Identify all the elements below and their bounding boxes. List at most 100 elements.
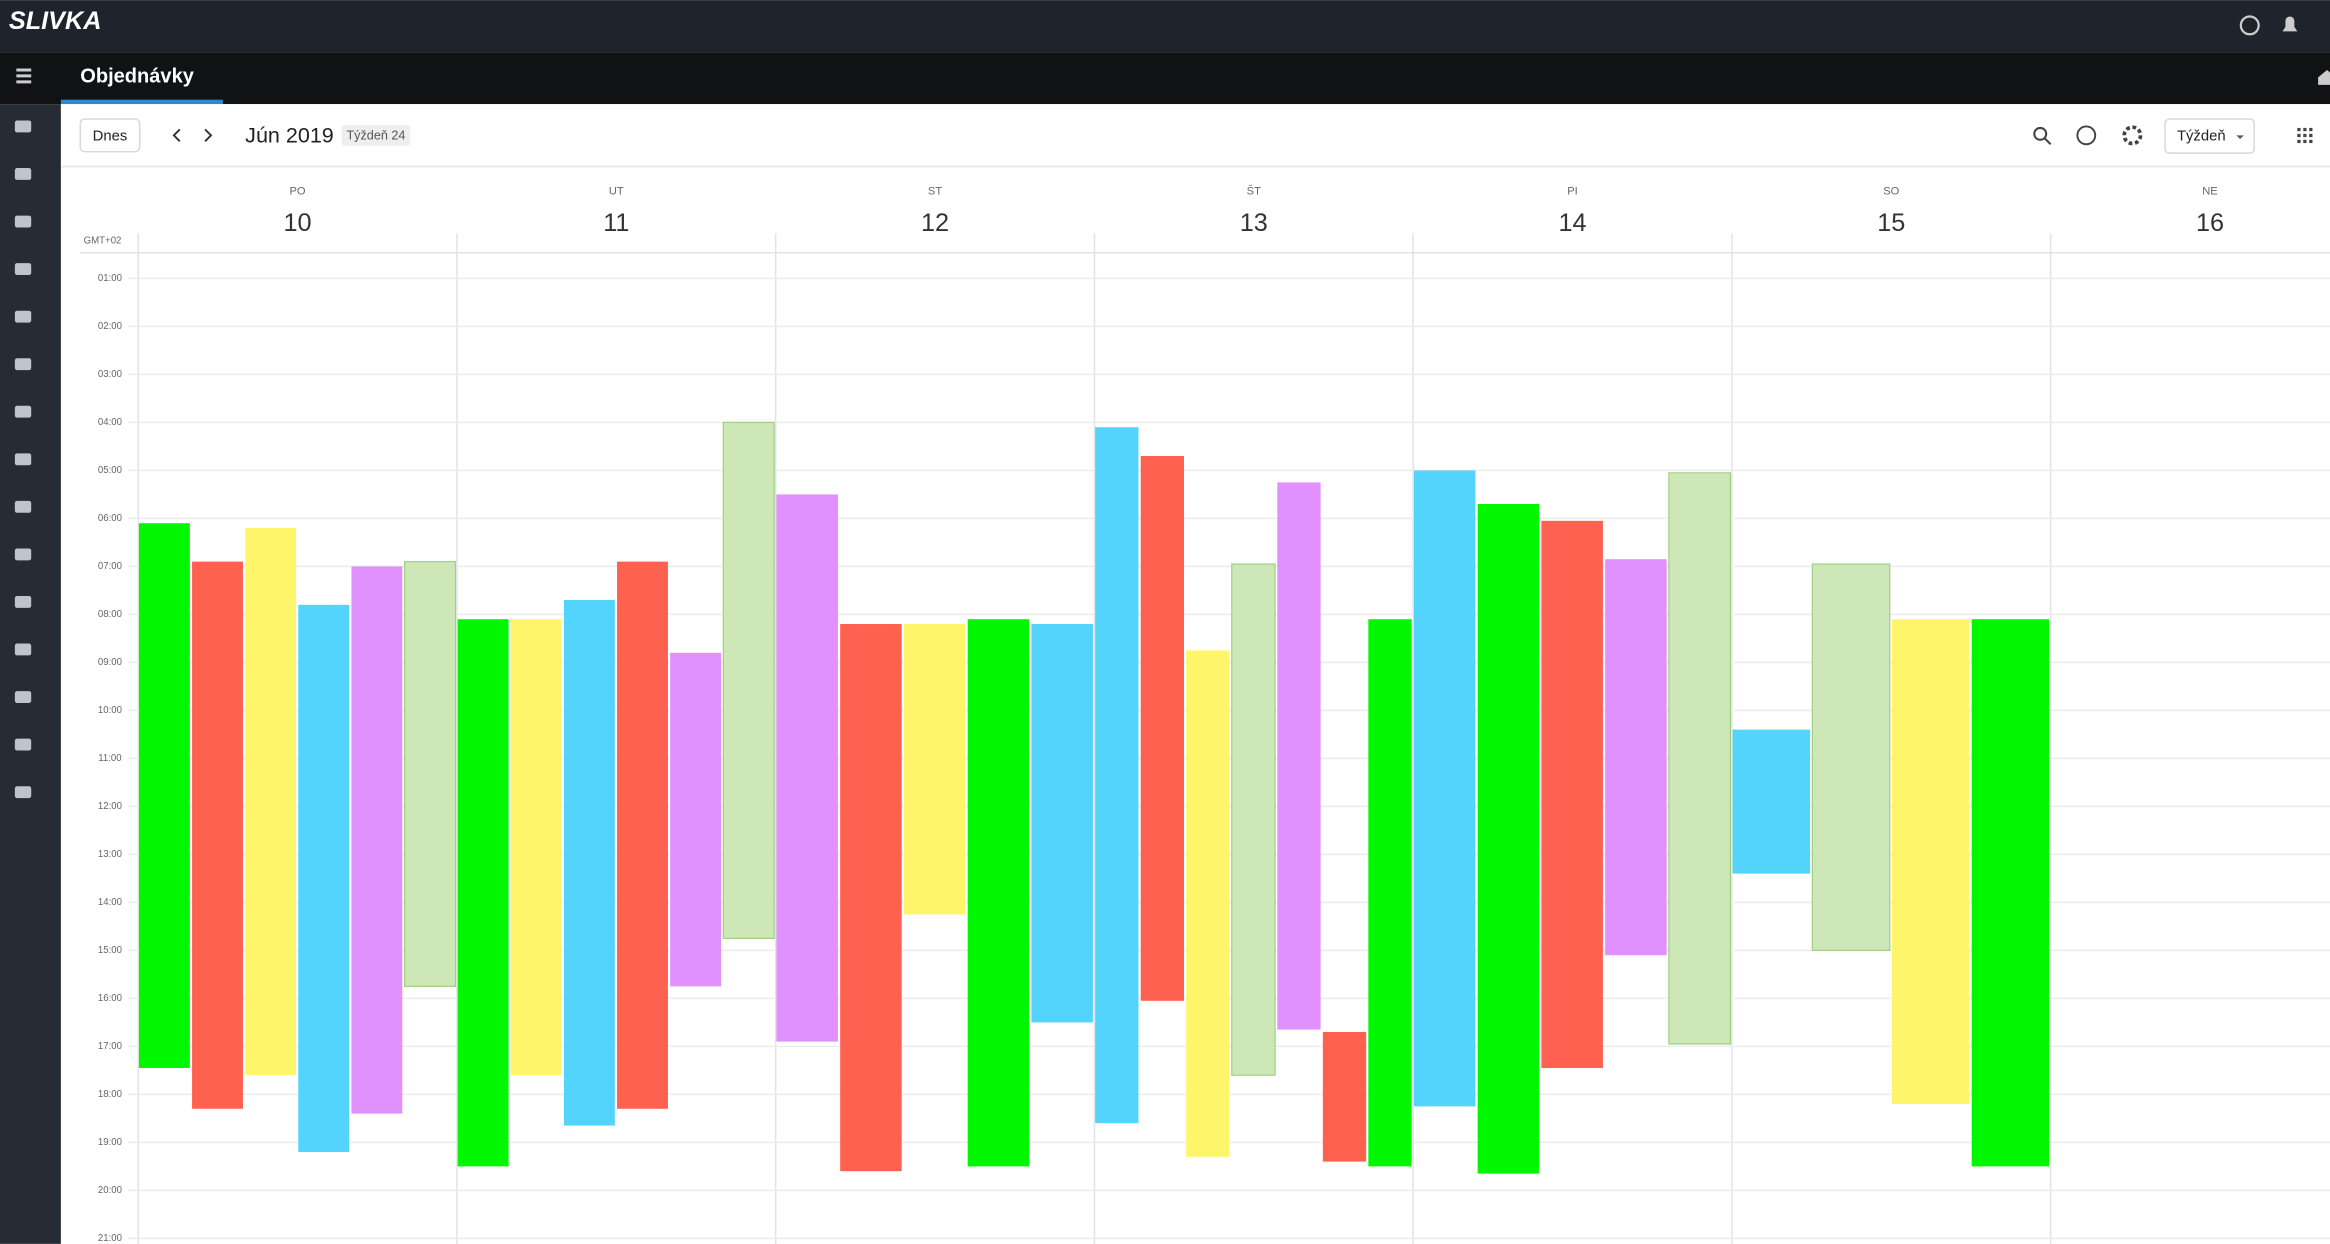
- sidebar-icon[interactable]: [14, 500, 32, 513]
- event[interactable]: [1811, 563, 1891, 951]
- sidebar-icon[interactable]: [14, 263, 32, 276]
- help-icon[interactable]: [2076, 125, 2097, 146]
- event[interactable]: [1668, 472, 1732, 1045]
- day-date: 14: [1558, 209, 1586, 237]
- apps-dot: [2297, 139, 2301, 144]
- sidebar-icon[interactable]: [14, 548, 32, 561]
- hour-label: 21:00: [98, 1233, 122, 1244]
- hour-label: 08:00: [98, 609, 122, 620]
- sidebar-icon[interactable]: [14, 738, 32, 751]
- apps-dot: [2309, 133, 2313, 138]
- dropdown-caret: [2236, 135, 2244, 140]
- hour-label: 05:00: [98, 465, 122, 476]
- prev-button[interactable]: [172, 128, 181, 142]
- day-name: SO: [1883, 186, 1899, 198]
- event[interactable]: [457, 619, 509, 1167]
- day-date: 16: [2196, 209, 2224, 237]
- hour-label: 06:00: [98, 513, 122, 524]
- event[interactable]: [1140, 456, 1184, 1001]
- apps-dot: [2303, 127, 2307, 132]
- event[interactable]: [1971, 619, 2050, 1167]
- event[interactable]: [1186, 650, 1230, 1157]
- event[interactable]: [1277, 482, 1321, 1030]
- event[interactable]: [1368, 619, 1412, 1167]
- event[interactable]: [192, 561, 243, 1109]
- event[interactable]: [967, 619, 1030, 1167]
- apps-dot: [2303, 139, 2307, 144]
- event[interactable]: [1095, 427, 1139, 1124]
- event[interactable]: [1892, 619, 1970, 1104]
- hour-label: 07:00: [98, 561, 122, 572]
- event[interactable]: [722, 421, 775, 939]
- sidebar-icon[interactable]: [14, 310, 32, 323]
- event[interactable]: [1031, 624, 1093, 1023]
- event[interactable]: [1231, 563, 1276, 1076]
- sidebar-icon[interactable]: [14, 595, 32, 608]
- event[interactable]: [351, 566, 403, 1114]
- event[interactable]: [1322, 1031, 1367, 1162]
- sidebar-icon[interactable]: [14, 358, 32, 371]
- event[interactable]: [617, 561, 668, 1109]
- hour-label: 10:00: [98, 705, 122, 716]
- sidebar-icon[interactable]: [14, 405, 32, 418]
- sidebar: [0, 104, 61, 1244]
- hour-label: 20:00: [98, 1185, 122, 1196]
- hour-label: 12:00: [98, 801, 122, 812]
- sidebar-icon[interactable]: [14, 643, 32, 656]
- hour-label: 14:00: [98, 897, 122, 908]
- hour-label: 16:00: [98, 993, 122, 1004]
- day-name: PO: [290, 186, 306, 198]
- apps-dot: [2297, 127, 2301, 132]
- event[interactable]: [298, 604, 350, 1152]
- event[interactable]: [403, 561, 457, 987]
- logo[interactable]: SLIVKA: [9, 7, 102, 35]
- tab-bar: [0, 52, 2330, 105]
- day-date: 13: [1240, 209, 1268, 237]
- event[interactable]: [776, 494, 838, 1042]
- sidebar-icon[interactable]: [14, 453, 32, 466]
- day-date: 12: [921, 209, 949, 237]
- next-button[interactable]: [204, 128, 213, 142]
- settings-icon[interactable]: [2122, 125, 2143, 146]
- event[interactable]: [903, 624, 966, 915]
- event[interactable]: [670, 652, 722, 987]
- apps-icon[interactable]: [2297, 127, 2313, 144]
- event[interactable]: [1413, 470, 1476, 1107]
- event[interactable]: [1732, 729, 1811, 874]
- event[interactable]: [245, 528, 297, 1076]
- sidebar-icon[interactable]: [14, 215, 32, 228]
- bell-icon[interactable]: [2282, 16, 2298, 32]
- hour-label: 13:00: [98, 849, 122, 860]
- sidebar-icon[interactable]: [14, 168, 32, 180]
- search-icon[interactable]: [2033, 126, 2048, 141]
- event[interactable]: [1477, 504, 1540, 1174]
- event[interactable]: [510, 619, 562, 1076]
- hour-label: 15:00: [98, 945, 122, 956]
- sidebar-icon[interactable]: [14, 786, 32, 799]
- hour-label: 18:00: [98, 1089, 122, 1100]
- top-icon[interactable]: [2239, 15, 2260, 36]
- sidebar-icons: [14, 120, 32, 799]
- sidebar-icon[interactable]: [14, 691, 32, 703]
- top-bar: [0, 0, 2330, 53]
- view-label: Týždeň: [2177, 129, 2226, 145]
- hour-label: 09:00: [98, 657, 122, 668]
- hour-label: 03:00: [98, 369, 122, 380]
- tab-title[interactable]: Objednávky: [80, 66, 194, 88]
- event[interactable]: [138, 523, 190, 1068]
- home-icon[interactable]: [2318, 69, 2330, 85]
- event[interactable]: [1605, 559, 1667, 956]
- search-handle: [2043, 137, 2052, 145]
- event[interactable]: [840, 624, 902, 1172]
- day-name: NE: [2202, 186, 2217, 198]
- view-dropdown[interactable]: [2164, 118, 2255, 154]
- hour-label: 02:00: [98, 321, 122, 332]
- menu-icon[interactable]: [16, 68, 32, 84]
- event[interactable]: [563, 600, 615, 1126]
- hour-label: 01:00: [98, 273, 122, 284]
- event[interactable]: [1541, 520, 1603, 1068]
- sidebar-icon[interactable]: [14, 120, 32, 133]
- today-button[interactable]: [79, 118, 141, 153]
